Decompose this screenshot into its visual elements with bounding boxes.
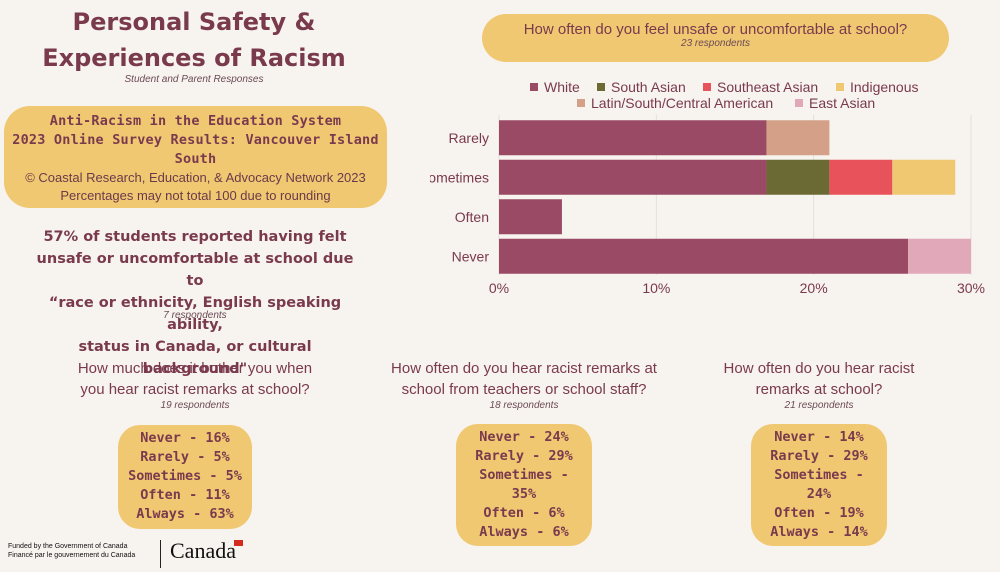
bar-segment xyxy=(499,159,767,195)
stat-line-1: 57% of students reported having felt xyxy=(43,229,347,245)
stat-line-3: “race or ethnicity, English speaking abi… xyxy=(48,295,342,333)
chart-respondents: 23 respondents xyxy=(681,38,750,49)
title-line-1: Personal Safety & xyxy=(72,8,316,36)
result-item: Often - 19% xyxy=(774,505,864,521)
question-3-respondents: 21 respondents xyxy=(784,400,854,411)
x-tick-label: 0% xyxy=(489,280,509,296)
bar-segment xyxy=(829,159,893,195)
copyright: © Coastal Research, Education, & Advocac… xyxy=(25,170,366,185)
result-item: Often - 6% xyxy=(483,505,565,521)
legend-item-south-asian: South Asian xyxy=(597,79,686,95)
bar-segment xyxy=(766,159,830,195)
legend-swatch-indigenous xyxy=(836,83,844,91)
result-item: Rarely - 5% xyxy=(140,449,230,465)
result-item: 24% xyxy=(806,486,832,502)
legend-swatch-south-asian xyxy=(597,83,605,91)
y-category-label: Sometimes xyxy=(430,169,489,185)
survey-info-box: Anti-Racism in the Education System 2023… xyxy=(4,106,387,208)
result-item: Never - 24% xyxy=(479,429,569,445)
chart-title-pill: How often do you feel unsafe or uncomfor… xyxy=(482,14,949,62)
footer-divider xyxy=(160,540,161,568)
legend-swatch-latin-american xyxy=(577,99,585,107)
survey-line-3: South xyxy=(174,151,217,167)
stat-line-2: unsafe or uncomfortable at school due to xyxy=(36,251,354,289)
question-1-respondents: 19 respondents xyxy=(160,400,230,411)
result-item: Sometimes - xyxy=(774,467,864,483)
flag-icon xyxy=(233,540,243,546)
result-item: Sometimes - xyxy=(479,467,569,483)
x-tick-label: 30% xyxy=(957,280,985,296)
question-3-line-1: How often do you hear racist xyxy=(723,360,915,377)
y-category-label: Often xyxy=(455,209,489,225)
question-2: How often do you hear racist remarks at … xyxy=(374,358,674,400)
result-item: Always - 63% xyxy=(136,506,234,522)
chart-title: How often do you feel unsafe or uncomfor… xyxy=(523,21,908,38)
question-3: How often do you hear racist remarks at … xyxy=(690,358,948,400)
question-1: How much does it bother you when you hea… xyxy=(40,358,350,400)
survey-line-2: 2023 Online Survey Results: Vancouver Is… xyxy=(12,132,379,148)
legend-item-east-asian: East Asian xyxy=(795,95,875,111)
bar-segment xyxy=(499,238,909,274)
question-3-results: Never - 14% Rarely - 29% Sometimes - 24%… xyxy=(751,424,887,546)
result-item: Never - 16% xyxy=(140,430,230,446)
question-1-line-1: How much does it bother you when xyxy=(77,360,313,377)
question-3-line-2: remarks at school? xyxy=(755,381,883,398)
subtitle: Student and Parent Responses xyxy=(124,74,264,85)
key-statistic: 57% of students reported having felt uns… xyxy=(30,226,360,380)
bar-segment xyxy=(908,238,971,274)
stat-line-4: status in Canada, or cultural background… xyxy=(78,339,312,377)
x-tick-label: 20% xyxy=(800,280,828,296)
survey-line-1: Anti-Racism in the Education System xyxy=(49,113,342,129)
bar-segment xyxy=(766,120,830,156)
question-2-line-2: school from teachers or school staff? xyxy=(401,381,647,398)
legend-item-white: White xyxy=(530,79,580,95)
rounding-note: Percentages may not total 100 due to rou… xyxy=(60,188,331,203)
result-item: Always - 14% xyxy=(770,524,868,540)
result-item: Rarely - 29% xyxy=(475,448,573,464)
result-item: Often - 11% xyxy=(140,487,230,503)
y-category-label: Never xyxy=(452,248,490,264)
result-item: Sometimes - 5% xyxy=(128,468,242,484)
bar-segment xyxy=(499,199,562,235)
funder-french: Financé par le gouvernement du Canada xyxy=(8,552,136,559)
funder-statement: Funded by the Government of Canada Finan… xyxy=(8,542,135,560)
result-item: Always - 6% xyxy=(479,524,569,540)
title-line-2: Experiences of Racism xyxy=(42,44,346,72)
question-1-line-2: you hear racist remarks at school? xyxy=(80,381,310,398)
bar-segment xyxy=(892,159,956,195)
stacked-bar-chart: 0% 10% 20% 30% Rarely Sometimes Often Never xyxy=(430,115,985,296)
y-category-label: Rarely xyxy=(449,130,489,146)
result-item: Never - 14% xyxy=(774,429,864,445)
legend-item-southeast-asian: Southeast Asian xyxy=(703,79,818,95)
page-title: Personal Safety & Experiences of Racism xyxy=(20,4,368,76)
funder-english: Funded by the Government of Canada xyxy=(8,543,128,550)
question-2-results: Never - 24% Rarely - 29% Sometimes - 35%… xyxy=(456,424,592,546)
legend-swatch-white xyxy=(530,83,538,91)
question-2-respondents: 18 respondents xyxy=(489,400,559,411)
legend-item-indigenous: Indigenous xyxy=(836,79,919,95)
legend-swatch-southeast-asian xyxy=(703,83,711,91)
legend-item-latin-american: Latin/South/Central American xyxy=(577,95,773,111)
stat-respondents: 7 respondents xyxy=(163,310,227,321)
bar-segment xyxy=(499,120,767,156)
legend-swatch-east-asian xyxy=(795,99,803,107)
canada-wordmark: Canada xyxy=(170,538,243,564)
question-2-line-1: How often do you hear racist remarks at xyxy=(391,360,657,377)
x-tick-label: 10% xyxy=(642,280,670,296)
result-item: 35% xyxy=(511,486,537,502)
question-1-results: Never - 16% Rarely - 5% Sometimes - 5% O… xyxy=(118,425,252,529)
result-item: Rarely - 29% xyxy=(770,448,868,464)
